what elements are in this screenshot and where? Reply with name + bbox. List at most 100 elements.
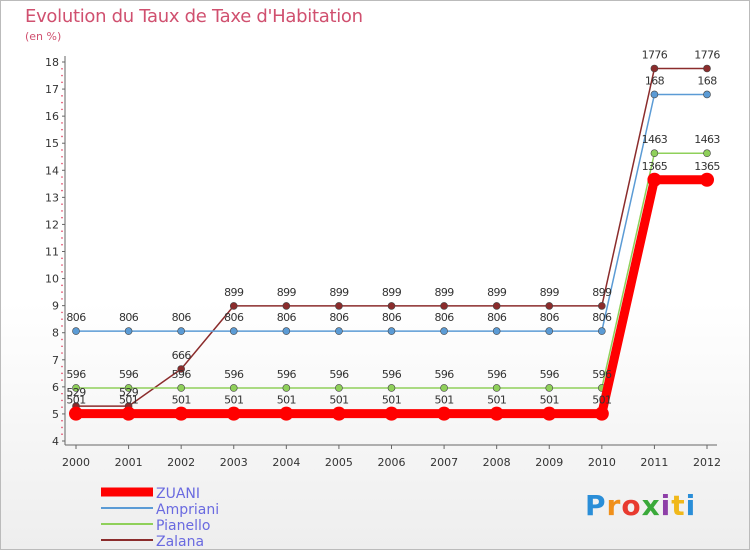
x-tick-label: 2007 <box>430 456 458 469</box>
x-tick-label: 2011 <box>640 456 668 469</box>
y-minor-tick <box>61 67 63 70</box>
data-point-pianello <box>282 384 291 392</box>
data-point-zuani <box>647 172 662 187</box>
y-tick-label: 18 <box>45 56 59 69</box>
data-point-ampriani <box>440 327 448 335</box>
data-point-zuani <box>542 406 557 421</box>
data-label-ampriani: 168 <box>697 74 717 87</box>
data-point-zalana <box>650 64 659 73</box>
data-label-zuani: 501 <box>487 394 506 407</box>
y-minor-tick <box>61 122 63 124</box>
y-minor-tick <box>61 210 63 212</box>
x-tick-label: 2000 <box>62 456 90 469</box>
y-tick-label: 12 <box>45 218 59 231</box>
y-minor-tick <box>61 183 63 185</box>
data-point-zuani <box>437 406 452 421</box>
data-label-zuani: 501 <box>540 394 559 407</box>
data-point-pianello <box>229 384 238 392</box>
y-minor-tick <box>61 352 63 354</box>
y-minor-tick <box>61 392 63 395</box>
data-label-ampriani: 806 <box>224 311 244 324</box>
data-point-zuani <box>279 406 294 421</box>
x-tick-label: 2003 <box>220 456 248 469</box>
y-minor-tick <box>61 128 63 131</box>
data-point-zuani <box>594 406 609 421</box>
data-label-zuani: 1365 <box>642 160 668 173</box>
data-label-pianello: 596 <box>487 368 507 381</box>
y-minor-tick <box>61 345 63 348</box>
data-label-zuani: 501 <box>382 394 401 407</box>
data-point-pianello <box>387 384 396 392</box>
y-minor-tick <box>61 318 63 320</box>
x-tick-label: 2004 <box>272 456 300 469</box>
x-tick-label: 2001 <box>115 456 143 469</box>
data-label-zuani: 501 <box>277 394 296 407</box>
data-label-pianello: 596 <box>277 368 297 381</box>
data-label-ampriani: 806 <box>434 311 454 324</box>
data-label-ampriani: 806 <box>277 311 297 324</box>
data-label-ampriani: 806 <box>172 311 192 324</box>
data-label-zalana: 899 <box>434 286 454 299</box>
data-label-ampriani: 806 <box>382 311 402 324</box>
y-minor-tick <box>61 298 63 300</box>
chart-title: Evolution du Taux de Taxe d'Habitation <box>25 6 363 27</box>
data-point-zuani <box>331 406 346 421</box>
data-point-pianello <box>177 384 185 392</box>
y-minor-tick <box>61 216 63 219</box>
y-tick-label: 16 <box>45 110 59 123</box>
data-label-pianello: 596 <box>66 368 86 381</box>
y-minor-tick <box>61 237 63 239</box>
y-minor-tick <box>61 291 63 293</box>
y-minor-tick <box>61 95 63 97</box>
data-label-ampriani: 806 <box>329 311 349 324</box>
data-label-pianello: 1463 <box>694 133 720 146</box>
data-label-zalana: 899 <box>277 286 297 299</box>
data-label-zalana: 529 <box>66 386 86 399</box>
legend-label-zuani: ZUANI <box>156 486 200 502</box>
y-minor-tick <box>61 399 63 402</box>
data-point-pianello <box>703 149 711 158</box>
data-point-pianello <box>650 149 659 158</box>
data-point-zuani <box>174 406 189 421</box>
data-point-zalana <box>387 302 396 310</box>
y-minor-tick <box>61 264 63 266</box>
data-point-pianello <box>335 384 343 392</box>
data-label-pianello: 1463 <box>642 133 668 146</box>
y-minor-tick <box>61 243 63 246</box>
data-label-pianello: 596 <box>434 368 454 381</box>
y-minor-tick <box>61 365 63 368</box>
chart-subtitle: (en %) <box>25 30 62 43</box>
data-point-ampriani <box>229 327 238 335</box>
data-point-ampriani <box>177 327 185 335</box>
y-tick-label: 13 <box>45 191 59 204</box>
data-point-pianello <box>124 384 133 392</box>
data-point-zalana <box>598 302 606 310</box>
y-minor-tick <box>61 162 63 165</box>
data-point-ampriani <box>650 90 659 99</box>
data-point-zalana <box>492 302 501 310</box>
data-point-pianello <box>72 384 80 392</box>
y-minor-tick <box>61 101 63 104</box>
y-minor-tick <box>61 257 63 260</box>
data-label-zuani: 501 <box>224 394 243 407</box>
x-tick-label: 2008 <box>483 456 511 469</box>
x-tick-label: 2002 <box>167 456 195 469</box>
data-point-ampriani <box>703 90 711 99</box>
y-minor-tick <box>61 426 63 429</box>
y-minor-tick <box>61 419 63 422</box>
data-label-zalana: 899 <box>224 286 244 299</box>
data-label-ampriani: 806 <box>592 311 612 324</box>
y-tick-label: 10 <box>45 273 59 286</box>
data-point-zuani <box>69 406 83 421</box>
proxiti-logo: Proxiti <box>585 489 697 522</box>
data-label-zuani: 1365 <box>694 160 720 173</box>
data-label-zalana: 529 <box>119 386 139 399</box>
data-point-zalana <box>703 64 711 73</box>
y-minor-tick <box>61 433 63 436</box>
y-tick-label: 5 <box>52 408 59 421</box>
data-label-ampriani: 806 <box>540 311 560 324</box>
y-minor-tick <box>61 189 63 192</box>
y-minor-tick <box>61 176 63 178</box>
data-label-zuani: 501 <box>329 394 348 407</box>
